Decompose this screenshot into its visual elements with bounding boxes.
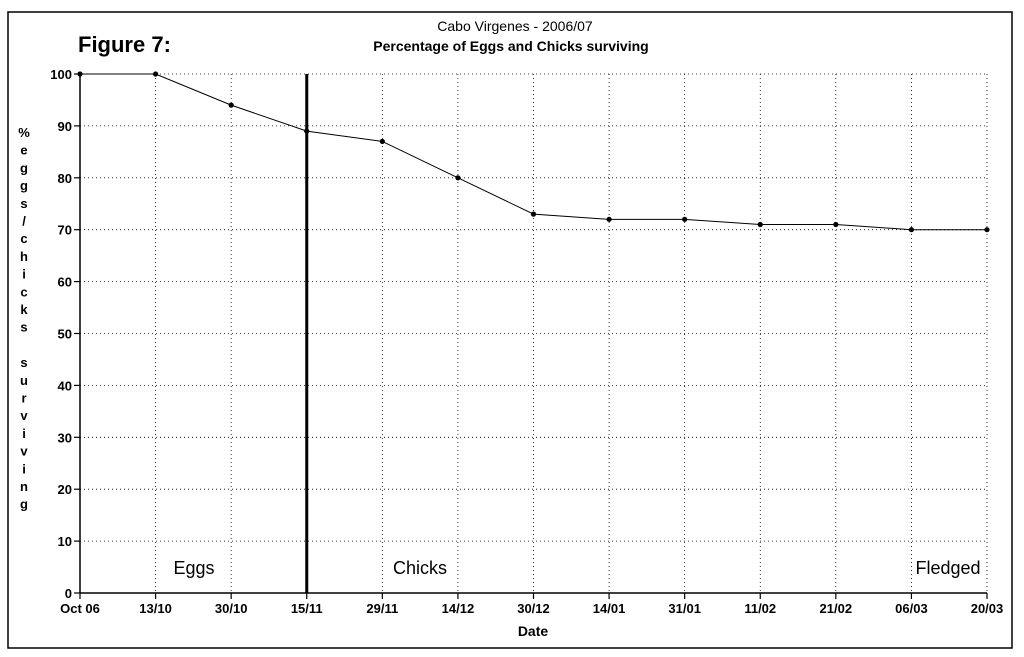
y-label-char: s <box>20 355 27 370</box>
y-tick-label: 0 <box>65 586 72 601</box>
x-tick-label: 29/11 <box>366 601 398 616</box>
data-point <box>379 138 385 145</box>
y-label-char: n <box>20 479 28 494</box>
y-tick-label: 20 <box>58 482 72 497</box>
y-tick-label: 30 <box>58 430 72 445</box>
y-label-char: i <box>22 267 26 282</box>
chart-frame <box>7 11 1013 649</box>
y-tick-label: 80 <box>58 171 72 186</box>
annotation-fledged: Fledged <box>915 558 980 578</box>
y-label-char: g <box>20 497 28 512</box>
annotation-eggs: Eggs <box>173 558 214 578</box>
y-label-char: / <box>22 214 26 229</box>
x-tick-label: Oct 06 <box>60 601 100 616</box>
y-tick-label: 10 <box>58 534 72 549</box>
data-point <box>757 221 763 228</box>
y-label-char: u <box>20 373 28 388</box>
y-label-char: v <box>20 408 28 423</box>
y-label-char: c <box>20 284 27 299</box>
x-ticks: Oct 06 13/10 30/10 15/11 29/11 14/12 30/12 14/0… <box>60 593 1003 616</box>
y-tick-label: 90 <box>58 119 72 134</box>
x-tick-label: 30/10 <box>215 601 248 616</box>
y-label-char: v <box>20 444 28 459</box>
y-tick-label: 40 <box>58 378 72 393</box>
data-point <box>530 211 537 217</box>
y-label-char: h <box>20 249 28 264</box>
x-tick-label: 15/11 <box>291 601 323 616</box>
y-label-char: % <box>18 125 30 140</box>
x-tick-label: 21/02 <box>820 601 853 616</box>
x-tick-label: 30/12 <box>517 601 550 616</box>
chart-subtitle: Percentage of Eggs and Chicks surviving <box>373 38 648 54</box>
data-point <box>152 71 159 77</box>
y-label-char: g <box>20 160 28 175</box>
data-point <box>455 175 461 181</box>
y-label-char: c <box>20 231 27 246</box>
data-point <box>833 221 839 228</box>
x-tick-label: 14/12 <box>442 601 475 616</box>
x-tick-label: 31/01 <box>668 601 701 616</box>
data-point <box>228 102 234 108</box>
y-label-char: r <box>21 391 26 406</box>
y-label-char: s <box>20 320 27 335</box>
y-tick-label: 60 <box>58 275 72 290</box>
data-point <box>908 227 915 233</box>
x-tick-label: 13/10 <box>139 601 172 616</box>
y-tick-label: 100 <box>50 67 72 82</box>
x-axis-label: Date <box>518 623 549 639</box>
annotation-chicks: Chicks <box>393 558 447 578</box>
x-tick-label: 20/03 <box>971 601 1004 616</box>
y-label-char: i <box>22 426 26 441</box>
y-ticks: 0 10 20 30 40 50 60 70 80 90 100 <box>50 67 80 601</box>
data-point <box>77 71 83 77</box>
y-label-char: i <box>22 461 26 476</box>
x-tick-label: 06/03 <box>895 601 928 616</box>
data-point <box>984 227 990 233</box>
series-percentage-surviving <box>77 71 990 233</box>
data-point <box>682 216 688 222</box>
figure-label: Figure 7: <box>78 32 171 57</box>
y-tick-label: 50 <box>58 327 72 342</box>
data-point <box>606 216 612 222</box>
y-tick-label: 70 <box>58 223 72 238</box>
y-label-char: e <box>20 143 27 158</box>
x-tick-label: 11/02 <box>744 601 776 616</box>
data-point <box>304 128 310 134</box>
x-tick-label: 14/01 <box>593 601 626 616</box>
y-label-char: k <box>20 302 28 317</box>
y-label-char: g <box>20 178 28 193</box>
y-label-char: s <box>20 196 27 211</box>
chart-title: Cabo Virgenes - 2006/07 <box>437 18 593 34</box>
